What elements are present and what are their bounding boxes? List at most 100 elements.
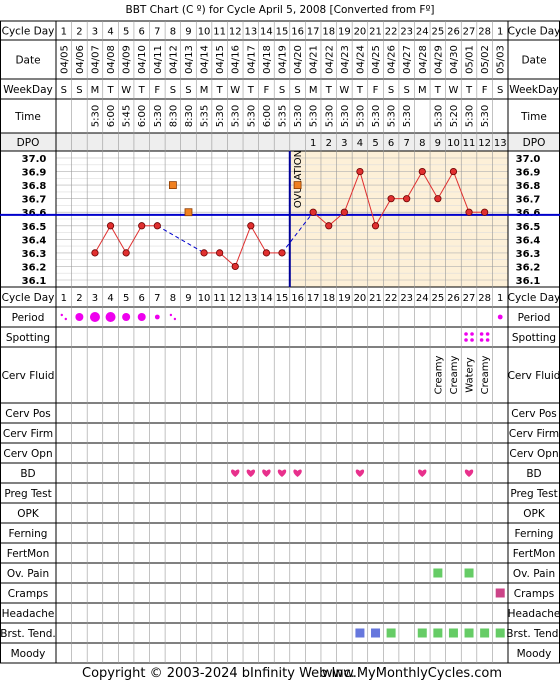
cramps-marker — [495, 588, 505, 598]
fertmon-label-left: FertMon — [7, 548, 50, 560]
temp-point — [231, 262, 239, 271]
weekday-label: T — [434, 85, 442, 96]
dpo-number: 10 — [447, 138, 460, 149]
weekday-label: W — [339, 85, 349, 96]
headache-label-right: Headache — [508, 608, 560, 620]
dpo-number: 11 — [463, 138, 476, 149]
weekday-label: S — [497, 85, 503, 96]
date-label: 04/13 — [184, 45, 195, 74]
time-label: 5:35 — [278, 105, 289, 127]
date-label: 05/02 — [480, 45, 491, 74]
date-label: 04/22 — [324, 45, 335, 74]
cycle-day-number-lower: 16 — [291, 293, 304, 304]
temp-point — [371, 222, 380, 230]
time-label: 8:30 — [184, 105, 195, 127]
ov-pain-marker — [464, 568, 474, 578]
date-label: 04/27 — [402, 45, 413, 74]
cycle-day-number-lower: 20 — [354, 293, 367, 304]
cycle-day-number-lower: 10 — [198, 293, 211, 304]
cycle-day-number: 22 — [385, 27, 398, 38]
period-dot — [122, 313, 131, 321]
cerv-firm-label-left: Cerv Firm — [3, 428, 53, 440]
y-tick-right: 36.1 — [516, 276, 541, 287]
weekday-label-right: WeekDay — [509, 84, 559, 96]
dpo-number: 1 — [310, 138, 316, 149]
cycle-day-number-lower: 19 — [338, 293, 351, 304]
period-dot — [137, 313, 146, 321]
cycle-day-number-lower: 3 — [92, 293, 98, 304]
cycle-day-number-lower: 24 — [416, 293, 429, 304]
breast-tenderness-marker — [480, 628, 490, 638]
time-label-right: Time — [520, 111, 547, 123]
spotting-label-left: Spotting — [6, 332, 50, 344]
temp-point — [216, 249, 224, 257]
weekday-label: S — [279, 85, 285, 96]
opk-label-left: OPK — [17, 508, 40, 520]
dpo-number: 12 — [478, 138, 491, 149]
temp-line-segment — [375, 198, 392, 227]
ferning-label-left: Ferning — [9, 528, 48, 540]
y-tick-right: 36.5 — [516, 222, 541, 233]
temp-line-segment — [406, 171, 423, 199]
ov-pain-marker — [433, 568, 443, 578]
period-label-right: Period — [518, 312, 551, 324]
time-label: 5:20 — [449, 105, 460, 127]
date-label: 04/28 — [418, 45, 429, 74]
cycle-day-number-lower: 2 — [76, 293, 82, 304]
period-dot — [154, 314, 160, 320]
cycle-day-number-lower: 22 — [385, 293, 398, 304]
dpo-row-shading — [0, 133, 560, 151]
period-spotting-dot — [64, 317, 67, 321]
temp-line-segment — [343, 171, 361, 213]
time-label-left: Time — [14, 111, 41, 123]
temp-point — [418, 167, 426, 176]
period-label-left: Period — [12, 312, 45, 324]
headache-label-left: Headache — [2, 608, 55, 620]
cramps-label-right: Cramps — [514, 588, 554, 600]
dpo-number: 6 — [388, 138, 394, 149]
date-label: 04/09 — [122, 45, 133, 74]
time-label: 5:30 — [90, 105, 101, 127]
spotting-label-right: Spotting — [512, 332, 556, 344]
y-tick-left: 37.0 — [22, 154, 47, 165]
cycle-day-number: 20 — [354, 27, 367, 38]
cycle-day-number-lower: 11 — [213, 293, 226, 304]
ovulation-label: OVULATION — [293, 150, 304, 208]
cycle-day-number-lower: 4 — [107, 293, 113, 304]
temp-gap-segment — [281, 211, 314, 254]
y-tick-right: 36.6 — [516, 208, 541, 219]
date-label: 04/26 — [387, 45, 398, 74]
weekday-label: W — [449, 85, 459, 96]
period-dot — [497, 314, 503, 320]
cycle-day-number-lower: 13 — [244, 293, 257, 304]
y-tick-left: 36.3 — [22, 249, 47, 260]
temp-point — [387, 195, 395, 203]
weekday-label: F — [264, 85, 270, 96]
cerv-fluid-value: Watery — [465, 357, 476, 393]
time-label: 5:30 — [465, 105, 476, 127]
cycle-day-number-lower: 25 — [431, 293, 444, 304]
dpo-number: 5 — [372, 138, 378, 149]
cycle-day-number: 13 — [244, 27, 257, 38]
cerv-fluid-value: Creamy — [480, 356, 491, 395]
cycle-day-lower-label-right: Cycle Day — [508, 292, 560, 304]
observation-rows: Creamy Creamy Watery Creamy — [60, 312, 505, 638]
temp-point — [449, 167, 458, 176]
y-tick-left: 36.2 — [22, 262, 47, 273]
weekday-label: S — [388, 85, 394, 96]
y-tick-right: 36.3 — [516, 249, 541, 260]
breast-tenderness-marker — [355, 628, 365, 638]
bd-heart-icon — [231, 469, 240, 477]
temp-point — [434, 195, 442, 203]
weekday-label: S — [185, 85, 191, 96]
cycle-day-label-right: Cycle Day — [508, 26, 560, 38]
cycle-day-number: 9 — [185, 27, 191, 38]
temp-line-segment — [452, 171, 470, 213]
cycle-day-number-lower: 14 — [260, 293, 273, 304]
date-label: 04/17 — [246, 45, 257, 74]
date-label: 04/08 — [106, 45, 117, 74]
breast-tenderness-marker — [371, 628, 381, 638]
bd-heart-icon — [418, 469, 427, 477]
breast-tenderness-marker — [464, 628, 474, 638]
temp-point — [278, 249, 286, 257]
